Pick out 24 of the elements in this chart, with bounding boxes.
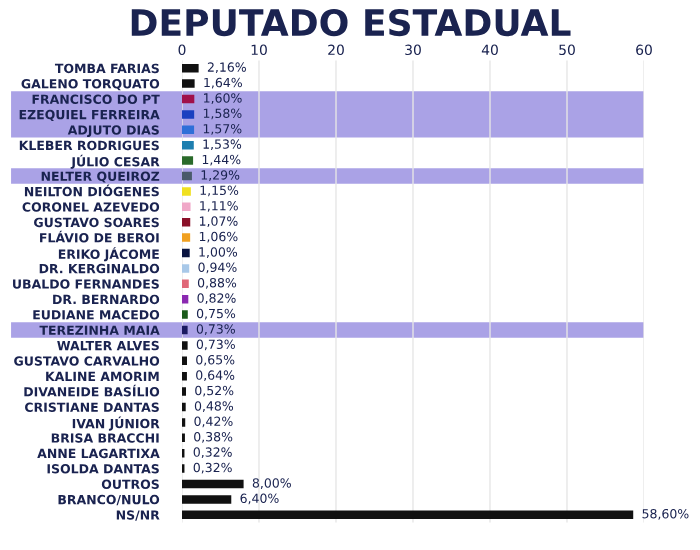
bar [182, 202, 191, 212]
bar [182, 510, 634, 520]
bar [182, 264, 190, 273]
bar [182, 110, 195, 119]
bar [182, 63, 199, 73]
bar [182, 294, 189, 304]
bar [182, 248, 190, 258]
chart-title: DEPUTADO ESTADUAL [131, 8, 571, 37]
bar [182, 217, 191, 227]
bar [182, 310, 188, 319]
bar [182, 279, 189, 289]
bar [182, 140, 194, 150]
bar [182, 79, 195, 88]
bar [182, 233, 191, 242]
bar [182, 94, 195, 104]
bar [182, 356, 188, 366]
bar [182, 479, 244, 489]
bar [182, 495, 232, 504]
bar [182, 156, 194, 165]
bar [182, 325, 188, 335]
bar [182, 171, 192, 181]
bar [182, 125, 195, 135]
bar [182, 341, 188, 350]
bar [182, 187, 191, 196]
